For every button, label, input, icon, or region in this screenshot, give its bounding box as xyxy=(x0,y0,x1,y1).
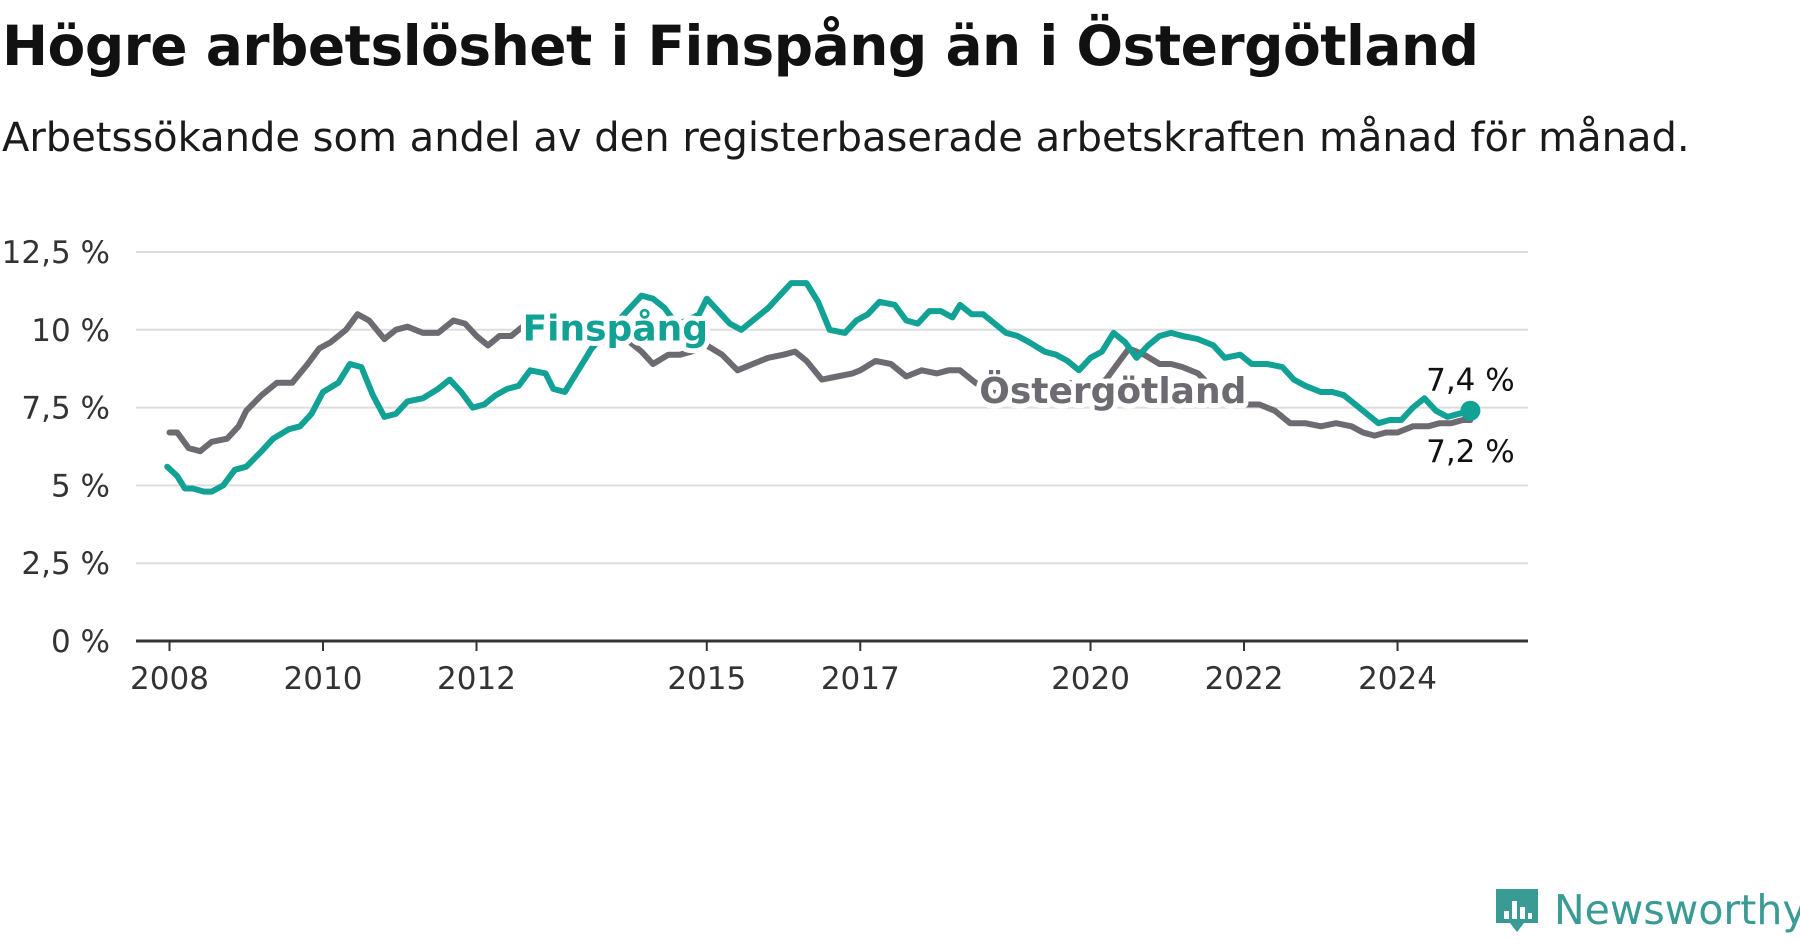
x-tick-label: 2010 xyxy=(284,661,363,697)
y-tick-label: 5 % xyxy=(51,468,110,504)
y-tick-label: 7,5 % xyxy=(21,391,110,427)
chart-subtitle: Arbetssökande som andel av den registerb… xyxy=(2,115,1690,161)
series-label-finspang: Finspång xyxy=(523,309,708,350)
gridlines xyxy=(136,251,1528,565)
x-tick-label: 2012 xyxy=(437,661,516,697)
newsworthy-logo-text: Newsworthy xyxy=(1554,886,1800,934)
x-tick-label: 2022 xyxy=(1205,661,1284,697)
x-tick-label: 2024 xyxy=(1358,661,1437,697)
x-tick-label: 2017 xyxy=(821,661,900,697)
end-value-label-ostergotland: 7,2 % xyxy=(1426,434,1515,470)
y-axis-ticks: 0 % 2,5 % 5 % 7,5 % 10 % 12,5 % xyxy=(2,235,110,660)
end-point-finspang xyxy=(1460,400,1481,421)
newsworthy-logo: Newsworthy xyxy=(1494,886,1800,934)
series-label-ostergotland: Östergötland xyxy=(979,370,1246,412)
series-line-ostergotland xyxy=(166,311,1474,455)
x-tick-label: 2008 xyxy=(130,661,209,697)
y-tick-label: 0 % xyxy=(51,624,110,660)
y-tick-label: 10 % xyxy=(31,313,110,349)
newsworthy-logo-icon xyxy=(1496,889,1538,932)
chart-title: Högre arbetslöshet i Finspång än i Öster… xyxy=(2,14,1479,78)
series-lines xyxy=(164,280,1474,495)
x-axis-ticks: 2008 2010 2012 2015 2017 2020 2022 2024 xyxy=(130,641,1437,697)
x-tick-label: 2015 xyxy=(667,661,746,697)
end-value-label-finspang: 7,4 % xyxy=(1426,363,1515,399)
y-tick-label: 2,5 % xyxy=(21,546,110,582)
x-tick-label: 2020 xyxy=(1051,661,1130,697)
series-line-finspang xyxy=(164,280,1474,495)
y-tick-label: 12,5 % xyxy=(2,235,110,271)
